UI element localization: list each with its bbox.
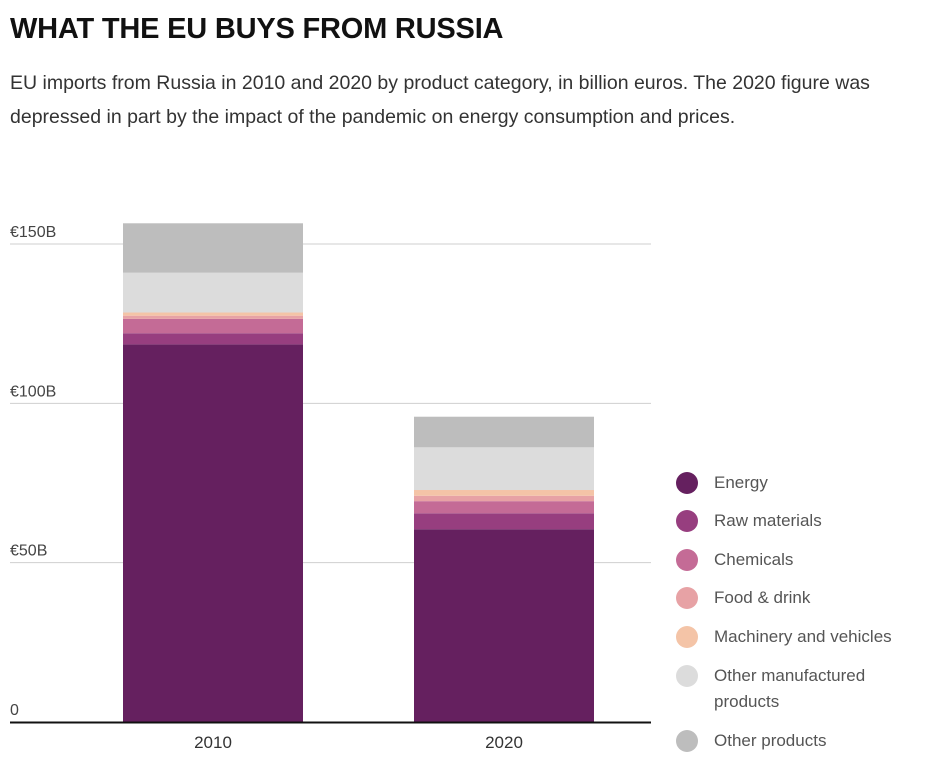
legend-swatch [676,730,698,752]
x-axis: 2010 2020 [10,721,651,752]
bar-segment-2020-energy [414,529,594,722]
chart-title: WHAT THE EU BUYS FROM RUSSIA [10,13,504,45]
legend-label: Energy [714,473,768,492]
bar-segment-2010-food-drink [123,315,303,319]
x-tick-label: 2020 [485,733,523,752]
legend-label: Machinery and vehicles [714,627,892,646]
x-tick-label: 2010 [194,733,232,752]
bar-segment-2010-energy [123,344,303,722]
bar-segment-2010-raw-materials [123,333,303,345]
gridlines: 0 €50B €100B €150B [10,224,651,719]
legend-swatch [676,472,698,494]
legend-item: Food & drink [676,585,924,611]
legend-swatch [676,587,698,609]
bar-segment-2010-other-products [123,223,303,273]
bar-segment-2010-machinery-and-vehicles [123,312,303,316]
legend-label: Other manufactured products [714,666,866,711]
bar-segment-2020-raw-materials [414,513,594,530]
y-tick-label: €100B [10,383,56,400]
bars [123,223,594,722]
bar-segment-2020-other-manufactured-products [414,447,594,491]
legend-item: Machinery and vehicles [676,624,924,650]
bar-segment-2020-food-drink [414,495,594,502]
legend-label: Chemicals [714,550,794,569]
legend-item: Other manufactured products [676,663,924,715]
bar-segment-2020-other-products [414,416,594,448]
legend-swatch [676,510,698,532]
y-tick-label: €150B [10,224,56,241]
legend-swatch [676,626,698,648]
bar-segment-2020-machinery-and-vehicles [414,490,594,496]
bar-segment-2010-chemicals [123,318,303,334]
bar-segment-2020-chemicals [414,501,594,514]
legend-label: Food & drink [714,588,811,607]
y-tick-label: 0 [10,702,19,719]
legend-label: Other products [714,731,827,750]
y-tick-label: €50B [10,543,47,560]
legend-item: Chemicals [676,547,924,573]
chart-subtitle: EU imports from Russia in 2010 and 2020 … [10,72,870,128]
legend-label: Raw materials [714,511,822,530]
legend-item: Other products [676,728,924,754]
legend-swatch [676,549,698,571]
legend-item: Energy [676,470,924,496]
bar-segment-2010-other-manufactured-products [123,272,303,313]
legend-item: Raw materials [676,508,924,534]
legend-swatch [676,665,698,687]
